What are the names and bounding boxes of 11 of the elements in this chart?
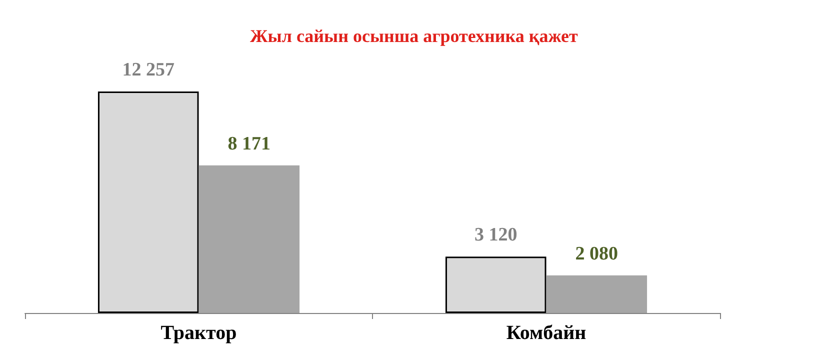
data-label: 8 171 <box>228 133 271 154</box>
x-tick-label: Комбайн <box>506 322 586 344</box>
bar <box>98 92 199 313</box>
bar <box>546 275 648 313</box>
bar <box>445 256 546 313</box>
data-label: 2 080 <box>575 243 618 264</box>
data-label: 12 257 <box>122 60 175 80</box>
x-tick-label: Трактор <box>160 322 237 344</box>
data-label: 3 120 <box>474 224 518 246</box>
chart-title: Жыл сайын осынша агротехника қажет <box>250 26 578 46</box>
bar <box>198 165 300 313</box>
